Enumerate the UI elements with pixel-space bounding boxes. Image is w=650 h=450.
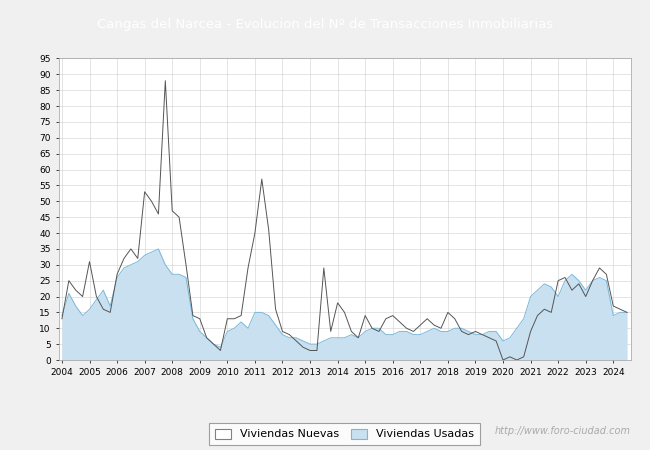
Text: http://www.foro-ciudad.com: http://www.foro-ciudad.com <box>495 427 630 436</box>
Legend: Viviendas Nuevas, Viviendas Usadas: Viviendas Nuevas, Viviendas Usadas <box>209 423 480 445</box>
Text: Cangas del Narcea - Evolucion del Nº de Transacciones Inmobiliarias: Cangas del Narcea - Evolucion del Nº de … <box>97 18 553 31</box>
